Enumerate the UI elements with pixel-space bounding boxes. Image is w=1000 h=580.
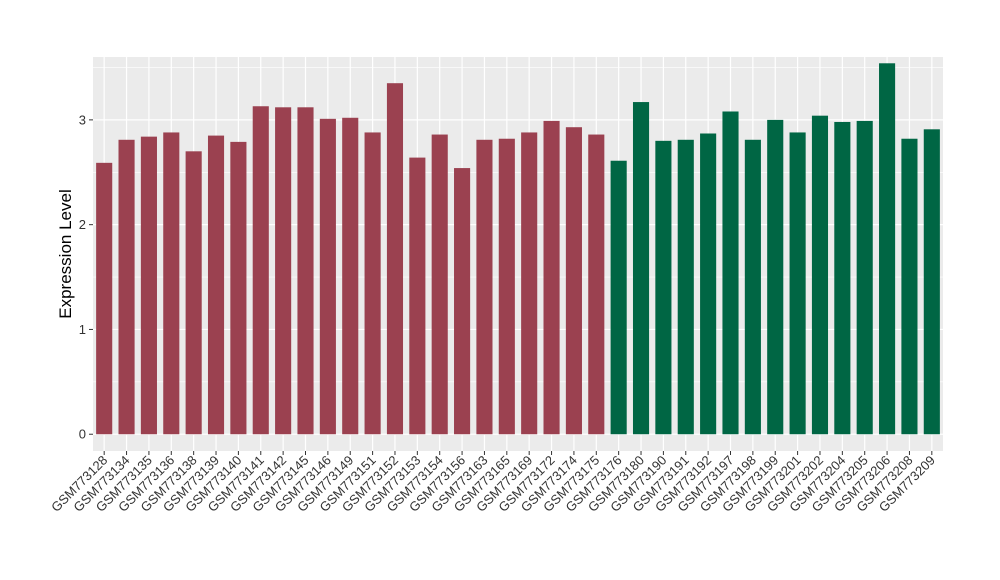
bar-GSM773139 (207, 135, 225, 435)
bar-GSM773197 (722, 111, 739, 435)
bar-GSM773175 (588, 134, 605, 435)
bar-GSM773174 (565, 127, 582, 435)
bars (96, 63, 940, 435)
bar-GSM773146 (319, 118, 336, 435)
bar-GSM773202 (811, 115, 829, 435)
bar-GSM773176 (610, 160, 627, 435)
bar-GSM773163 (476, 139, 493, 435)
bar-GSM773180 (632, 102, 650, 435)
bar-GSM773191 (677, 139, 694, 435)
bar-GSM773199 (767, 119, 784, 435)
y-tick-label: 2 (79, 217, 86, 232)
bar-GSM773206 (879, 63, 896, 435)
bar-GSM773208 (901, 138, 918, 435)
bar-GSM773145 (297, 107, 314, 435)
x-axis: GSM773128GSM773134GSM773135GSM773136GSM7… (48, 451, 938, 515)
bar-GSM773151 (364, 132, 381, 435)
bar-GSM773156 (454, 168, 471, 435)
bar-GSM773138 (185, 151, 202, 435)
y-tick-label: 0 (79, 427, 86, 442)
y-axis-title: Expression Level (56, 189, 75, 318)
y-axis: 0 1 2 3 (79, 112, 93, 442)
bar-GSM773172 (543, 120, 560, 435)
bar-GSM773169 (521, 132, 538, 435)
bar-GSM773154 (431, 134, 448, 435)
bar-GSM773153 (409, 157, 426, 435)
bar-GSM773201 (789, 132, 806, 435)
bar-GSM773134 (118, 139, 135, 435)
bar-GSM773205 (856, 120, 873, 435)
bar-GSM773152 (386, 83, 404, 435)
bar-GSM773135 (140, 136, 157, 435)
bar-GSM773190 (655, 140, 672, 435)
bar-GSM773204 (834, 121, 851, 435)
bar-GSM773192 (700, 133, 717, 435)
bar-GSM773128 (96, 162, 113, 435)
bar-GSM773136 (163, 132, 180, 435)
bar-GSM773142 (275, 107, 292, 435)
y-tick-label: 3 (79, 112, 86, 127)
bar-GSM773149 (342, 117, 359, 435)
bar-GSM773165 (498, 138, 515, 435)
bar-GSM773141 (252, 106, 269, 435)
y-tick-label: 1 (79, 322, 86, 337)
bar-GSM773209 (923, 129, 940, 435)
bar-GSM773198 (744, 139, 761, 435)
bar-GSM773140 (230, 141, 247, 435)
